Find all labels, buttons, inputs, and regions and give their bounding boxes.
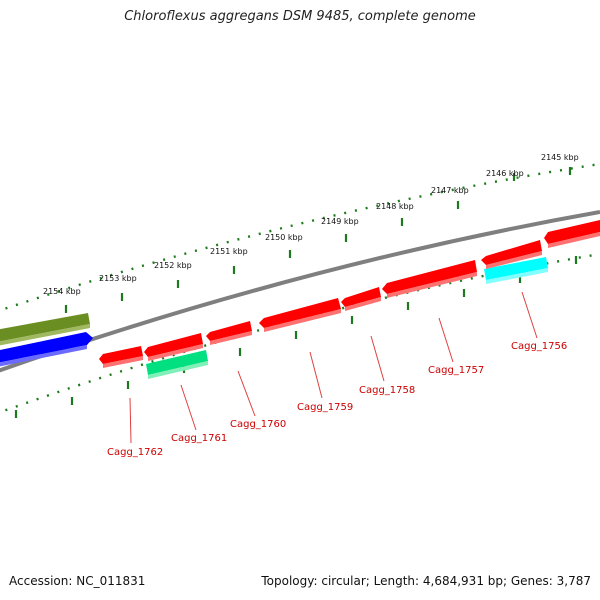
scale-label-2152: 2152 kbp [154,261,192,270]
gene-label-cagg-1759: Cagg_1759 [297,402,353,413]
blue-feature [0,332,93,367]
scale-label-2149: 2149 kbp [321,217,359,226]
gene-cagg-1758[interactable] [341,287,381,311]
inner-major-ticks [14,256,578,418]
gene-cagg-1756[interactable] [484,257,548,284]
gene-label-cagg-1757: Cagg_1757 [428,365,484,376]
scale-label-2154: 2154 kbp [43,287,81,296]
map-title: Chloroflexus aggregans DSM 9485, complet… [124,9,476,24]
gene-cagg-1761-red[interactable] [144,333,203,361]
accession-text: Accession: NC_011831 [9,574,146,588]
gene-cagg-1760[interactable] [206,321,252,345]
gene-cagg-1757[interactable] [382,260,477,298]
gene-label-cagg-1760: Cagg_1760 [230,419,286,430]
gene-cagg-1761[interactable] [146,350,208,379]
gene-label-cagg-1762: Cagg_1762 [107,447,163,458]
scale-label-2145: 2145 kbp [541,153,579,162]
scale-label-2146: 2146 kbp [486,169,524,178]
scale-label-2147: 2147 kbp [431,186,469,195]
gene-label-cagg-1761: Cagg_1761 [171,433,227,444]
gene-label-cagg-1758: Cagg_1758 [359,385,415,396]
scale-label-2153: 2153 kbp [99,274,137,283]
label-leaders [129,291,538,444]
genome-summary-text: Topology: circular; Length: 4,684,931 bp… [261,574,591,588]
gene-cagg-1757-a[interactable] [481,240,542,269]
gene-cagg-1762[interactable] [99,346,143,368]
scale-label-2148: 2148 kbp [376,202,414,211]
gene-label-cagg-1756: Cagg_1756 [511,341,567,352]
scale-label-2150: 2150 kbp [265,233,303,242]
olive-feature [0,313,90,346]
red-feature-upper-right [544,220,600,248]
gene-cagg-1759[interactable] [259,298,341,332]
scale-label-2151: 2151 kbp [210,247,248,256]
outer-tick-track [0,162,600,312]
outer-major-ticks [64,167,572,313]
